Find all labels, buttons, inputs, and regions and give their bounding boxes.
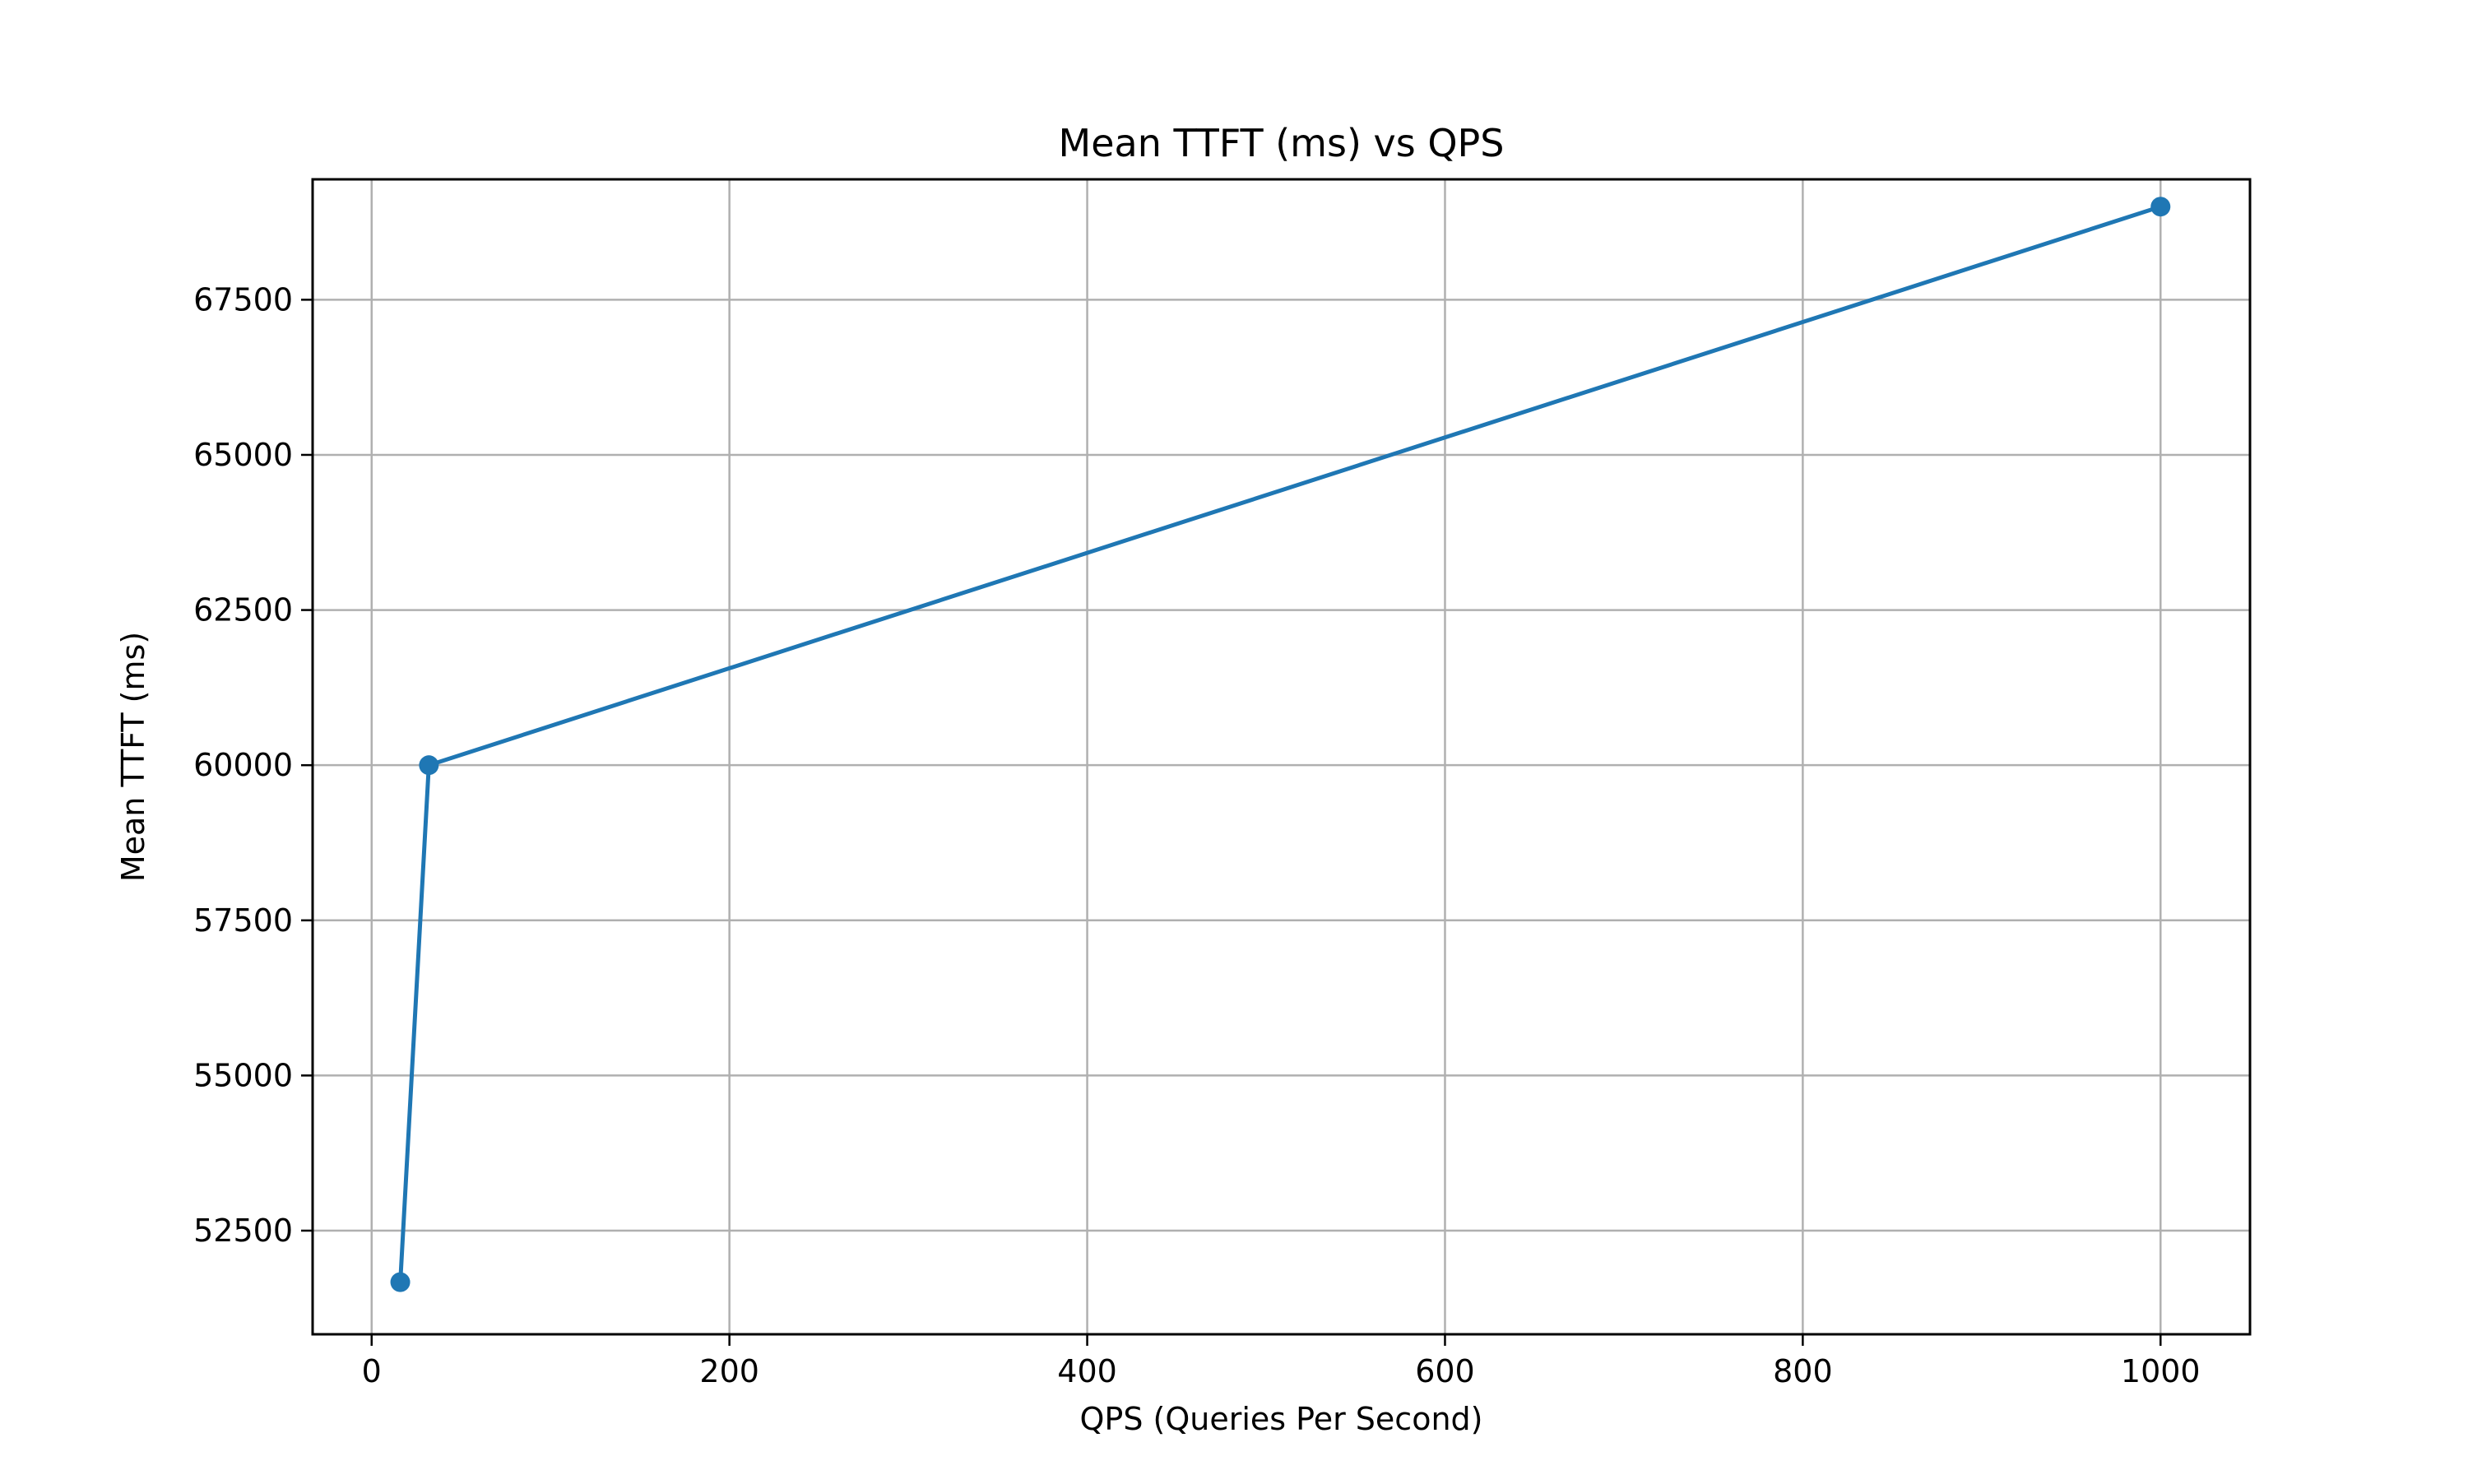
y-tick-label: 55000: [193, 1057, 293, 1093]
data-point: [390, 1272, 411, 1292]
series-line: [398, 204, 2163, 1285]
y-axis-label: Mean TTFT (ms): [115, 632, 151, 882]
y-tick-label: 57500: [193, 902, 293, 939]
y-tick-label: 67500: [193, 281, 293, 318]
x-axis-label: QPS (Queries Per Second): [1080, 1401, 1483, 1437]
grid-lines: [313, 179, 2250, 1334]
x-tick-label: 1000: [2121, 1353, 2201, 1389]
y-tick-label: 65000: [193, 437, 293, 473]
x-tick-label: 400: [1057, 1353, 1117, 1389]
chart-title: Mean TTFT (ms) vs QPS: [1059, 121, 1505, 165]
data-point: [2150, 197, 2171, 217]
x-tick-label: 800: [1773, 1353, 1833, 1389]
x-tick-label: 200: [699, 1353, 759, 1389]
plot-frame: [311, 178, 2252, 1336]
data-point: [419, 755, 439, 776]
tick-layer: 0 200 400 600 800 1000 52500 55000 57500 60000 625…: [193, 281, 2201, 1389]
y-tick-label: 52500: [193, 1213, 293, 1249]
y-tick-label: 60000: [193, 747, 293, 783]
x-tick-label: 600: [1415, 1353, 1475, 1389]
y-tick-label: 62500: [193, 592, 293, 628]
series-layer: [390, 197, 2171, 1292]
x-tick-label: 0: [362, 1353, 382, 1389]
